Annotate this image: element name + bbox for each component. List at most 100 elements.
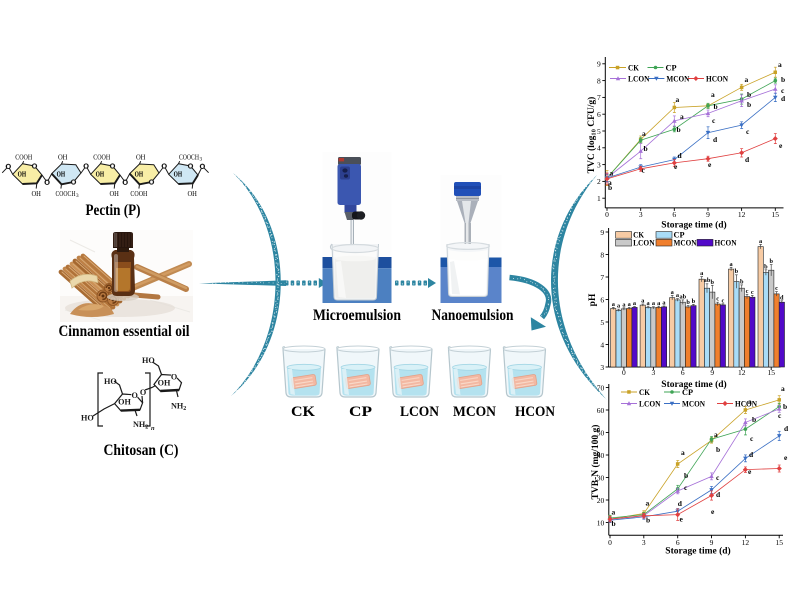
svg-text:a: a xyxy=(700,270,704,277)
svg-text:a: a xyxy=(617,303,621,310)
svg-text:c: c xyxy=(716,296,719,303)
svg-text:3: 3 xyxy=(642,538,646,547)
svg-text:3: 3 xyxy=(76,193,79,199)
svg-text:6: 6 xyxy=(597,110,601,119)
svg-text:5: 5 xyxy=(597,127,601,136)
svg-text:CP: CP xyxy=(349,404,372,420)
svg-text:n: n xyxy=(151,425,155,432)
svg-text:b: b xyxy=(781,75,785,84)
svg-text:HCON: HCON xyxy=(515,404,555,420)
svg-text:3: 3 xyxy=(600,363,604,372)
svg-text:d: d xyxy=(780,294,784,301)
svg-text:O: O xyxy=(32,163,37,170)
svg-text:CP: CP xyxy=(682,387,693,397)
svg-text:c: c xyxy=(746,288,749,295)
svg-text:b: b xyxy=(747,100,751,109)
svg-text:3: 3 xyxy=(597,160,601,169)
svg-text:a: a xyxy=(642,129,646,138)
svg-text:Storage time (d): Storage time (d) xyxy=(661,379,726,390)
svg-text:b: b xyxy=(612,519,616,528)
svg-text:60: 60 xyxy=(597,406,605,415)
svg-text:b: b xyxy=(644,144,648,153)
svg-text:c: c xyxy=(716,473,720,482)
svg-text:Storage time (d): Storage time (d) xyxy=(665,546,730,557)
svg-text:a: a xyxy=(781,384,785,393)
svg-text:MCON: MCON xyxy=(682,399,706,409)
svg-text:15: 15 xyxy=(767,368,775,377)
svg-text:O: O xyxy=(162,163,167,170)
svg-text:d: d xyxy=(749,450,754,459)
svg-text:HCON: HCON xyxy=(715,237,738,247)
svg-text:b: b xyxy=(677,125,681,134)
svg-text:Microemulsion: Microemulsion xyxy=(313,307,401,324)
svg-text:OH: OH xyxy=(135,170,144,178)
svg-text:OH: OH xyxy=(118,398,131,407)
svg-text:Storage time (d): Storage time (d) xyxy=(661,220,726,231)
svg-text:c: c xyxy=(722,297,725,304)
svg-text:a: a xyxy=(745,75,749,84)
svg-text:TVC (log10 CFU/g): TVC (log10 CFU/g) xyxy=(586,97,598,174)
svg-text:b: b xyxy=(684,471,688,480)
svg-text:b: b xyxy=(752,415,756,424)
svg-text:OH: OH xyxy=(31,190,41,198)
svg-text:HCON: HCON xyxy=(735,399,758,409)
svg-text:1: 1 xyxy=(597,194,601,203)
svg-text:NH2: NH2 xyxy=(171,402,186,413)
svg-text:LCON: LCON xyxy=(639,399,661,409)
svg-text:a: a xyxy=(608,178,612,187)
svg-text:OH: OH xyxy=(158,379,171,388)
svg-text:d: d xyxy=(678,499,683,508)
svg-text:e: e xyxy=(784,453,788,462)
svg-text:LCON: LCON xyxy=(628,74,650,84)
svg-text:COOCH: COOCH xyxy=(179,153,199,161)
svg-text:a: a xyxy=(748,397,752,406)
svg-text:O: O xyxy=(110,163,115,170)
svg-text:CK: CK xyxy=(639,387,650,397)
svg-text:ab: ab xyxy=(679,293,686,300)
svg-text:O: O xyxy=(132,391,138,400)
svg-text:COOH: COOH xyxy=(15,153,32,161)
svg-text:d: d xyxy=(678,151,683,160)
svg-text:O: O xyxy=(45,179,50,186)
svg-text:c: c xyxy=(712,116,716,125)
svg-text:MCON: MCON xyxy=(453,404,496,420)
svg-text:e: e xyxy=(779,141,783,150)
svg-text:b: b xyxy=(764,263,768,270)
svg-text:a: a xyxy=(622,301,626,308)
svg-text:HO: HO xyxy=(81,414,94,423)
svg-text:COOCH: COOCH xyxy=(56,190,76,198)
svg-text:a: a xyxy=(662,300,666,307)
svg-text:9: 9 xyxy=(706,210,710,219)
svg-text:c: c xyxy=(750,434,754,443)
svg-text:15: 15 xyxy=(775,538,783,547)
svg-text:HO: HO xyxy=(104,377,117,386)
svg-text:6: 6 xyxy=(676,538,680,547)
svg-text:9: 9 xyxy=(600,228,604,237)
svg-text:d: d xyxy=(781,94,786,103)
svg-text:Pectin (P): Pectin (P) xyxy=(86,202,141,219)
svg-text:c: c xyxy=(684,483,688,492)
svg-text:LCON: LCON xyxy=(400,404,439,420)
svg-text:b: b xyxy=(646,516,650,525)
svg-text:2: 2 xyxy=(597,177,601,186)
svg-text:a: a xyxy=(676,292,680,299)
svg-text:40: 40 xyxy=(597,451,605,460)
svg-text:Cinnamon essential oil: Cinnamon essential oil xyxy=(59,323,190,340)
svg-text:a: a xyxy=(680,112,684,121)
svg-text:OH: OH xyxy=(57,170,66,178)
svg-text:b: b xyxy=(769,258,773,265)
svg-text:30: 30 xyxy=(597,473,605,482)
svg-text:d: d xyxy=(745,155,750,164)
svg-text:O: O xyxy=(84,163,89,170)
svg-text:4: 4 xyxy=(597,144,601,153)
svg-text:c: c xyxy=(642,166,646,175)
svg-text:NH2: NH2 xyxy=(133,420,148,431)
svg-text:CP: CP xyxy=(674,230,685,240)
svg-text:5: 5 xyxy=(600,318,604,327)
svg-text:CK: CK xyxy=(291,404,315,420)
svg-text:a: a xyxy=(633,300,637,307)
svg-text:9: 9 xyxy=(710,538,714,547)
svg-text:Nanoemulsion: Nanoemulsion xyxy=(432,307,514,324)
svg-text:OH: OH xyxy=(109,190,119,198)
svg-text:6: 6 xyxy=(600,295,604,304)
